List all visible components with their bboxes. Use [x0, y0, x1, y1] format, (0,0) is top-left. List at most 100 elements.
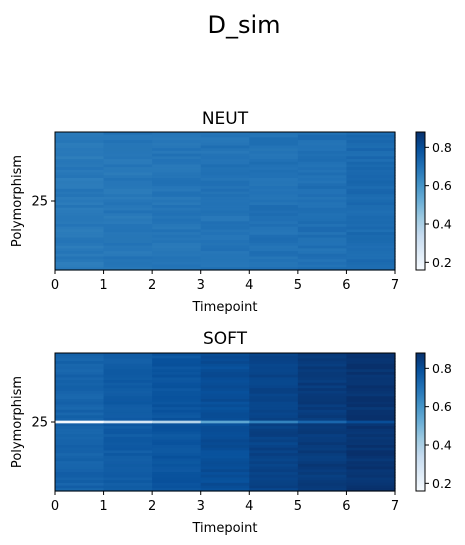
heatmap-cell [103, 447, 153, 452]
heatmap-cell [152, 245, 202, 249]
heatmap-cell [55, 461, 105, 465]
heatmap-cell [346, 261, 396, 266]
heatmap-cell [297, 267, 348, 271]
colorbar-bar [415, 131, 426, 271]
heatmap-cell [55, 267, 105, 271]
heatmap-cell [346, 237, 396, 241]
heatmap-cell [55, 415, 105, 419]
heatmap-cell [297, 361, 348, 365]
heatmap-cell [152, 439, 202, 443]
heatmap-cell [152, 472, 202, 476]
heatmap-cell [103, 472, 153, 476]
heatmap-cell [152, 396, 202, 400]
heatmap-cell [346, 466, 396, 470]
heatmap-cell [346, 210, 396, 214]
heatmap-cell [55, 358, 105, 362]
heatmap-cell [346, 194, 396, 198]
x-tick-label: 1 [99, 278, 107, 293]
heatmap-cell [297, 169, 348, 174]
heatmap-cell [249, 377, 299, 381]
heatmap-cell [249, 404, 299, 408]
heatmap-cell [346, 382, 396, 387]
heatmap-cell [55, 183, 105, 187]
y-tick-label: 25 [31, 195, 48, 210]
heatmap-cell [103, 137, 153, 141]
heatmap-cell [55, 205, 105, 209]
heatmap-cell [200, 363, 250, 368]
heatmap-cell [152, 134, 202, 139]
heatmap-cell [200, 164, 250, 168]
heatmap-cell [200, 237, 250, 241]
heatmap-cell [346, 361, 396, 365]
heatmap-cell [152, 256, 202, 260]
heatmap-cell [297, 159, 348, 163]
heatmap-cell [346, 374, 396, 378]
heatmap-cell [55, 161, 105, 166]
heatmap-cell [297, 210, 348, 214]
heatmap-cell [55, 194, 105, 198]
heatmap-cell [249, 248, 299, 252]
heatmap-cell [297, 388, 348, 392]
heatmap-cell [200, 426, 250, 430]
heatmap-cell [103, 390, 153, 395]
heatmap-cell [55, 393, 105, 397]
x-tick-label: 6 [342, 278, 350, 293]
heatmap-cell [103, 366, 153, 370]
heatmap-cell [152, 469, 202, 473]
heatmap-cell [346, 153, 396, 157]
heatmap-cell [249, 245, 299, 249]
heatmap-cell [200, 390, 250, 395]
heatmap-cell [200, 261, 250, 266]
heatmap-cell [249, 234, 299, 239]
heatmap-cell [249, 178, 299, 182]
heatmap-cell [249, 210, 299, 214]
heatmap-cell [103, 142, 153, 147]
heatmap-cell [103, 248, 153, 252]
heatmap-cell [249, 237, 299, 241]
heatmap-cell [152, 164, 202, 168]
heatmap-cell [55, 234, 105, 239]
heatmap-cell [346, 199, 396, 203]
heatmap-cell [103, 245, 153, 249]
heatmap-cell [200, 393, 250, 397]
heatmap-cell [152, 267, 202, 271]
heatmap-cell [297, 248, 348, 252]
heatmap-cell [249, 132, 299, 136]
heatmap-cell [200, 415, 250, 419]
heatmap-cell [103, 469, 153, 473]
heatmap-cell [297, 369, 348, 373]
heatmap-cell [55, 453, 105, 457]
heatmap-cell [55, 132, 105, 136]
heatmap-cell [103, 480, 153, 484]
heatmap-cell [152, 477, 202, 481]
heatmap-cell [346, 371, 396, 376]
heatmap-cell [55, 169, 105, 174]
heatmap-cell [55, 186, 105, 190]
heatmap-cell [249, 358, 299, 362]
heatmap-cell [55, 213, 105, 217]
heatmap-cell [152, 407, 202, 411]
heatmap-cell [297, 137, 348, 141]
heatmap-cell [200, 213, 250, 217]
heatmap-cell [346, 469, 396, 473]
heatmap-cell [249, 426, 299, 430]
x-axis-label: Timepoint [192, 521, 258, 536]
heatmap-cells [55, 353, 396, 492]
heatmap-cell [200, 210, 250, 214]
heatmap-cell [249, 363, 299, 368]
heatmap-cell [200, 215, 250, 220]
heatmap-cell [103, 426, 153, 430]
heatmap-cell [200, 382, 250, 387]
heatmap-cell [249, 253, 299, 258]
heatmap-cell [55, 469, 105, 473]
heatmap-cell [249, 202, 299, 206]
heatmap-cell [200, 369, 250, 373]
heatmap-cell [200, 186, 250, 190]
heatmap-cell [152, 363, 202, 368]
heatmap-cell [152, 148, 202, 152]
heatmap-cell [249, 191, 299, 195]
heatmap-cell [55, 482, 105, 487]
heatmap-cell [200, 472, 250, 476]
heatmap-cell [297, 380, 348, 384]
heatmap-cell [55, 361, 105, 365]
